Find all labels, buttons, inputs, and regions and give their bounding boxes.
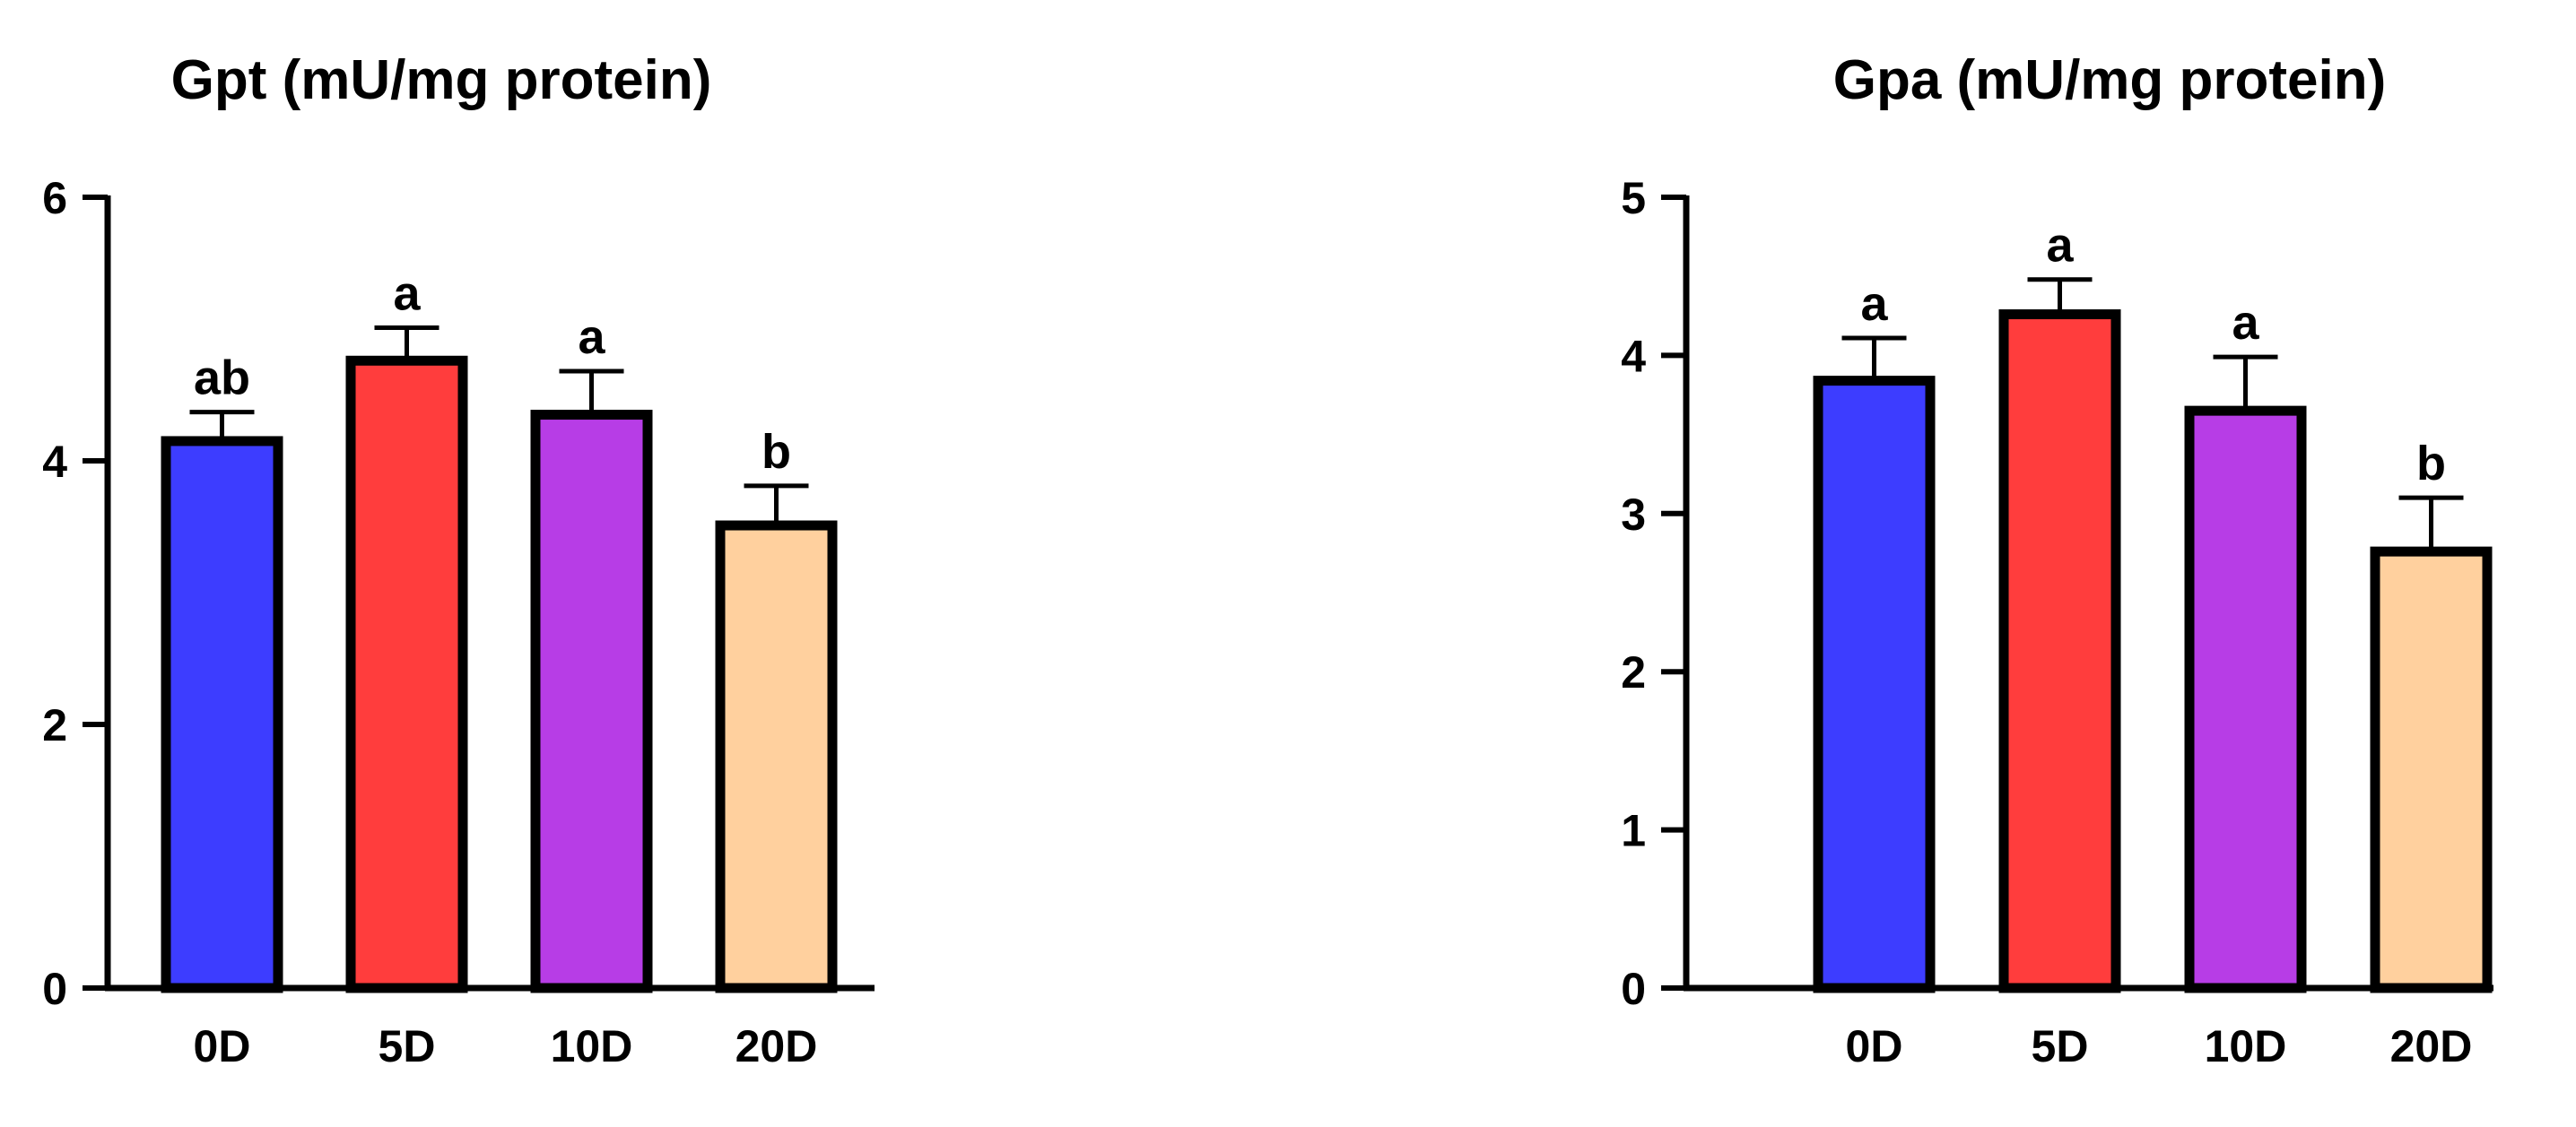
x-tick-label: 20D	[2390, 1021, 2473, 1071]
bar-10D	[530, 410, 653, 993]
chart-title: Gpa (mU/mg protein)	[1833, 49, 2387, 111]
significance-label: b	[761, 425, 791, 479]
significance-label: ab	[194, 351, 250, 405]
y-tick-label: 4	[42, 437, 67, 487]
y-tick-label: 5	[1621, 173, 1646, 223]
chart-gpt: Gpt (mU/mg protein) 0 2 4 6 ab 0D a 5D a 10D b 20D	[42, 49, 875, 1071]
bar-20D	[2370, 546, 2493, 993]
significance-label: b	[2416, 437, 2446, 490]
bar-10D	[2184, 405, 2307, 993]
chart-gpa: Gpa (mU/mg protein) 0 1 2 3 4 5 a 0D a 5D a 10D b 20D	[1621, 49, 2493, 1071]
significance-label: a	[578, 310, 605, 364]
y-tick-label: 0	[1621, 964, 1646, 1014]
bar-0D	[161, 436, 283, 993]
x-tick-label: 0D	[194, 1021, 251, 1071]
y-tick-label: 6	[42, 173, 67, 223]
x-tick-label: 20D	[735, 1021, 818, 1071]
y-tick-label: 3	[1621, 490, 1646, 540]
y-tick-label: 0	[42, 964, 67, 1014]
y-tick-label: 2	[1621, 647, 1646, 698]
y-tick-label: 1	[1621, 806, 1646, 856]
chart-title: Gpt (mU/mg protein)	[171, 49, 712, 111]
y-tick-label: 4	[1621, 331, 1646, 381]
x-tick-label: 10D	[551, 1021, 633, 1071]
x-tick-label: 5D	[379, 1021, 436, 1071]
x-tick-label: 5D	[2032, 1021, 2089, 1071]
significance-label: a	[393, 267, 421, 321]
bar-0D	[1813, 376, 1936, 993]
bar-5D	[345, 355, 468, 993]
significance-label: a	[2232, 296, 2259, 350]
significance-label: a	[1860, 277, 1888, 331]
x-tick-label: 0D	[1846, 1021, 1903, 1071]
x-tick-label: 10D	[2205, 1021, 2287, 1071]
bar-20D	[715, 520, 838, 993]
significance-label: a	[2046, 219, 2074, 273]
bar-5D	[1998, 309, 2121, 993]
y-tick-label: 2	[42, 700, 67, 750]
